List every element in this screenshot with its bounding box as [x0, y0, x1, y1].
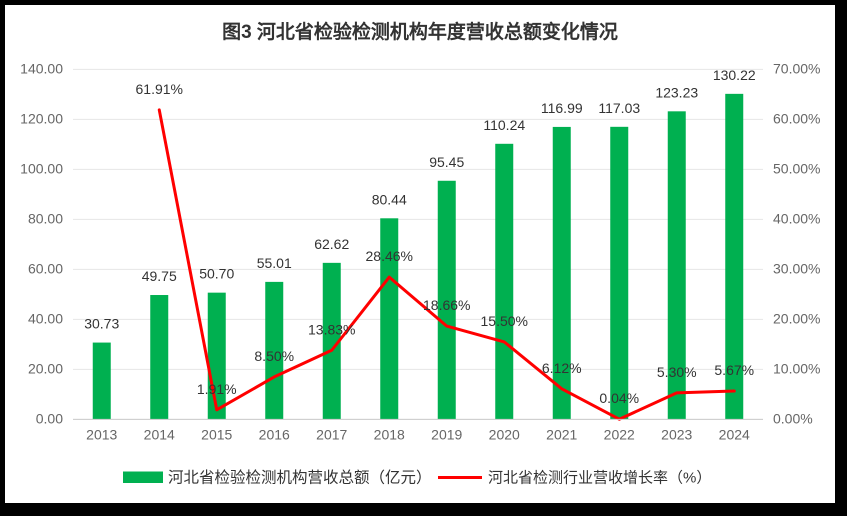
svg-text:60.00: 60.00 [28, 260, 63, 276]
svg-text:2021: 2021 [546, 426, 577, 442]
svg-text:117.03: 117.03 [598, 100, 640, 116]
svg-text:18.66%: 18.66% [423, 297, 470, 313]
svg-text:15.50%: 15.50% [481, 313, 528, 329]
svg-text:28.46%: 28.46% [366, 248, 413, 264]
svg-text:116.99: 116.99 [541, 100, 583, 116]
svg-text:2020: 2020 [489, 426, 520, 442]
svg-text:60.00%: 60.00% [773, 110, 820, 126]
svg-text:40.00%: 40.00% [773, 210, 820, 226]
svg-text:70.00%: 70.00% [773, 60, 820, 76]
svg-text:13.83%: 13.83% [308, 321, 355, 337]
svg-text:0.00: 0.00 [36, 410, 63, 426]
svg-text:河北省检测行业营收增长率（%）: 河北省检测行业营收增长率（%） [488, 470, 711, 487]
svg-text:55.01: 55.01 [257, 255, 292, 271]
svg-text:20.00%: 20.00% [773, 310, 820, 326]
svg-text:110.24: 110.24 [483, 117, 525, 133]
svg-text:20.00: 20.00 [28, 360, 63, 376]
svg-text:80.00: 80.00 [28, 210, 63, 226]
svg-text:100.00: 100.00 [20, 160, 63, 176]
svg-text:30.00%: 30.00% [773, 260, 820, 276]
svg-text:2013: 2013 [86, 426, 117, 442]
svg-text:49.75: 49.75 [142, 268, 177, 284]
svg-text:5.67%: 5.67% [714, 362, 754, 378]
svg-text:40.00: 40.00 [28, 310, 63, 326]
svg-text:2017: 2017 [316, 426, 347, 442]
svg-text:120.00: 120.00 [20, 110, 63, 126]
svg-text:123.23: 123.23 [655, 84, 698, 100]
svg-text:80.44: 80.44 [372, 191, 407, 207]
svg-text:130.22: 130.22 [713, 67, 756, 83]
svg-text:1.91%: 1.91% [197, 381, 237, 397]
svg-text:0.00%: 0.00% [773, 410, 813, 426]
svg-text:10.00%: 10.00% [773, 360, 820, 376]
svg-text:5.30%: 5.30% [657, 364, 697, 380]
svg-text:2019: 2019 [431, 426, 462, 442]
svg-text:6.12%: 6.12% [542, 360, 582, 376]
svg-text:50.70: 50.70 [199, 266, 234, 282]
svg-text:2023: 2023 [661, 426, 692, 442]
svg-text:2018: 2018 [374, 426, 405, 442]
svg-text:2016: 2016 [259, 426, 290, 442]
svg-text:140.00: 140.00 [20, 60, 63, 76]
svg-text:2024: 2024 [719, 426, 750, 442]
svg-text:30.73: 30.73 [84, 316, 119, 332]
svg-text:2022: 2022 [604, 426, 635, 442]
svg-text:8.50%: 8.50% [254, 348, 294, 364]
svg-text:2014: 2014 [144, 426, 175, 442]
svg-text:61.91%: 61.91% [136, 81, 183, 97]
svg-text:50.00%: 50.00% [773, 160, 820, 176]
svg-text:2015: 2015 [201, 426, 232, 442]
svg-text:95.45: 95.45 [429, 154, 464, 170]
svg-text:河北省检验检测机构营收总额（亿元）: 河北省检验检测机构营收总额（亿元） [168, 469, 432, 487]
svg-text:0.04%: 0.04% [599, 390, 639, 406]
svg-text:62.62: 62.62 [314, 236, 349, 252]
